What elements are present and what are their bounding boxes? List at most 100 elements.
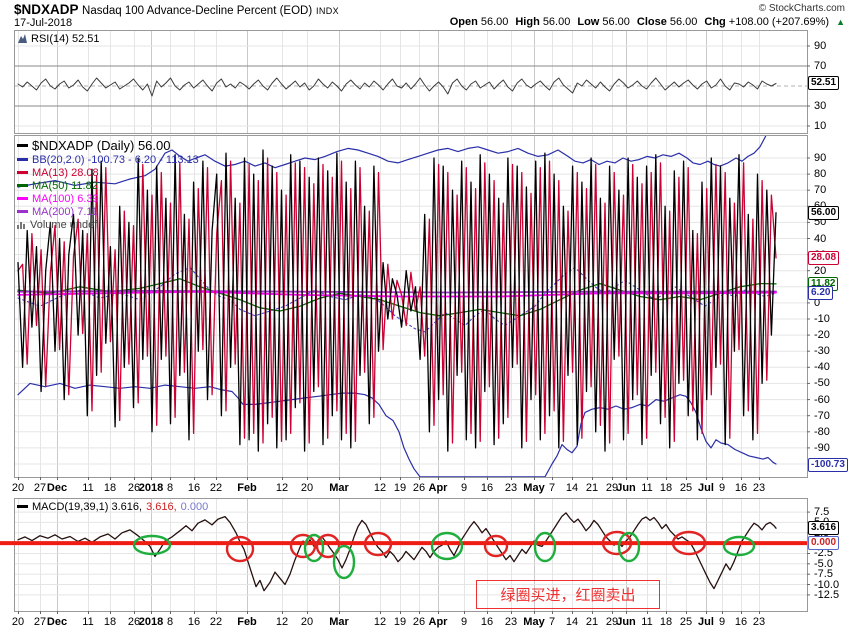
- x-tick-label: 2018: [138, 482, 164, 494]
- y-tick-label: -40: [814, 361, 830, 374]
- y-tick-label: -5.0: [814, 557, 833, 570]
- open-value: 56.00: [480, 16, 509, 28]
- y-tick-label: 90: [814, 152, 827, 165]
- y-tick-label: 7.5: [814, 506, 830, 519]
- x-tick-label: Jul: [698, 616, 714, 628]
- change-up-arrow-icon: ▲: [836, 17, 845, 27]
- series-RSI(14): [17, 77, 777, 97]
- chg-value: +108.00 (+207.69%): [728, 16, 830, 28]
- x-tick-label: Apr: [428, 482, 448, 494]
- y-tick-label: 90: [814, 40, 827, 52]
- x-tick-label: 12: [275, 616, 289, 628]
- y-tick-label: 40: [814, 232, 827, 245]
- y-tick-label: 80: [814, 168, 827, 181]
- value-box: 0.000: [808, 536, 840, 551]
- buy-signal-circle: [332, 544, 356, 580]
- chart-date: 17-Jul-2018: [14, 17, 73, 29]
- low-label: Low: [577, 16, 600, 28]
- value-box: 56.00: [808, 205, 840, 220]
- x-tick-label: 19: [393, 616, 407, 628]
- legend-item: MA(13) 28.08: [17, 166, 199, 179]
- panel-rsi: [14, 30, 810, 134]
- symbol: $NDXADP: [14, 2, 79, 17]
- main-legend: $NDXADP (Daily) 56.00 BB(20,2.0) -100.73 …: [17, 137, 199, 231]
- x-tick-label: 21: [585, 482, 599, 494]
- value-box: 52.51: [808, 76, 840, 91]
- x-tick-label: 16: [480, 482, 494, 494]
- legend-swatch: [17, 184, 28, 187]
- x-tick-label: 19: [393, 482, 407, 494]
- y-tick-label: -10: [814, 313, 830, 326]
- y-tick-label: -12.5: [814, 588, 840, 601]
- y-tick-label: 20: [814, 264, 827, 277]
- legend-item: $NDXADP (Daily) 56.00: [17, 137, 199, 153]
- y-tick-label: 70: [814, 60, 827, 72]
- buy-signal-circle: [303, 533, 325, 563]
- x-tick-label: Jun: [616, 482, 636, 494]
- y-tick-label: -50: [814, 377, 830, 390]
- x-tick-label: 20: [11, 616, 25, 628]
- y-tick-label: -7.5: [814, 568, 833, 581]
- legend-label: MACD(19,39,1) 3.616,: [32, 500, 143, 513]
- y-tick-label: -10.0: [814, 578, 840, 591]
- x-tick-label: 12: [275, 482, 289, 494]
- legend-item: MA(50) 11.82: [17, 179, 199, 192]
- chg-label: Chg: [704, 16, 726, 28]
- series-BB-lower: [17, 382, 777, 477]
- chart-title: Nasdaq 100 Advance-Decline Percent (EOD): [82, 5, 313, 17]
- series-MA(13): [17, 157, 777, 444]
- x-tick-label: 20: [300, 482, 314, 494]
- x-tick-label: 16: [187, 616, 201, 628]
- x-tick-label: 8: [166, 616, 174, 628]
- x-tick-label: 23: [752, 482, 766, 494]
- x-tick-label: 26: [412, 616, 426, 628]
- x-tick-label: 11: [641, 616, 653, 628]
- y-tick-label: -20: [814, 329, 830, 342]
- x-tick-label: 11: [82, 482, 94, 494]
- close-label: Close: [636, 16, 667, 28]
- value-box: 28.08: [808, 250, 840, 265]
- series-$NDXADP: [17, 149, 777, 452]
- close-value: 56.00: [669, 16, 698, 28]
- legend-item: MACD(19,39,1) 3.616, 3.616, 0.000: [17, 500, 212, 513]
- legend-label: Volume undef: [30, 218, 98, 231]
- volume-icon: [17, 220, 26, 229]
- legend-swatch: [17, 171, 28, 174]
- legend-label: $NDXADP (Daily) 56.00: [32, 137, 171, 153]
- x-tick-label: 11: [82, 616, 94, 628]
- panel-main: [14, 135, 810, 480]
- x-tick-label: 9: [718, 616, 726, 628]
- y-tick-label: 70: [814, 184, 827, 197]
- series-BB-upper: [17, 135, 767, 188]
- legend-item: MA(100) 6.39: [17, 192, 199, 205]
- series-MA(200): [17, 289, 777, 294]
- legend-label: 3.616,: [146, 500, 177, 513]
- sell-signal-circle: [363, 531, 393, 557]
- y-tick-label: 10: [814, 120, 827, 132]
- legend-label: MA(50) 11.82: [32, 179, 98, 192]
- x-tick-label: 12: [373, 616, 387, 628]
- x-tick-label: 22: [209, 482, 223, 494]
- x-tick-label: 22: [209, 616, 223, 628]
- buy-signal-circle: [533, 531, 557, 563]
- x-tick-label: 26: [127, 482, 141, 494]
- x-tick-label: 8: [166, 482, 174, 494]
- legend-item: MA(200) 7.11: [17, 205, 199, 218]
- x-tick-label: Dec: [46, 482, 68, 494]
- sell-signal-circle: [671, 530, 707, 556]
- sell-signal-circle: [315, 533, 341, 559]
- x-tick-label: May: [523, 616, 545, 628]
- header-title: $NDXADP Nasdaq 100 Advance-Decline Perce…: [14, 2, 339, 17]
- y-tick-label: -70: [814, 409, 830, 422]
- x-tick-label: 27: [33, 482, 47, 494]
- buy-signal-circle: [617, 531, 641, 563]
- sell-signal-circle: [225, 535, 255, 563]
- exchange-label: INDX: [315, 6, 340, 16]
- legend-swatch: [17, 143, 28, 147]
- legend-item: Volume undef: [17, 218, 199, 231]
- sell-signal-circle: [289, 533, 317, 559]
- x-tick-label: Mar: [329, 482, 349, 494]
- x-tick-label: 20: [11, 482, 25, 494]
- low-value: 56.00: [602, 16, 630, 28]
